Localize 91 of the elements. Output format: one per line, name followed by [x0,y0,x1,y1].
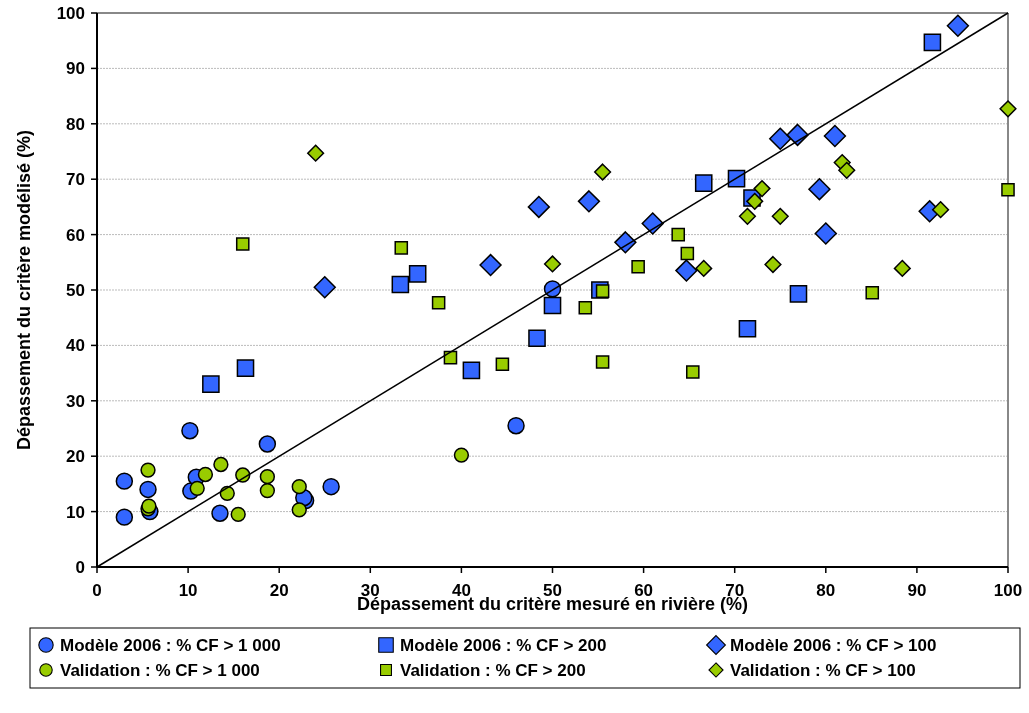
point [431,295,446,310]
point [495,357,510,372]
point [322,477,340,496]
point [307,144,325,162]
point [211,504,229,522]
point [408,265,427,283]
legend-label: Validation : % CF > 100 [730,661,916,680]
y-tick-label: 100 [56,4,85,23]
y-tick-label: 40 [66,336,85,356]
point [313,276,336,299]
point [808,177,831,201]
point [631,259,645,274]
point [115,508,134,526]
x-tick-label: 0 [92,581,102,600]
point [823,124,847,148]
point [189,480,205,496]
legend-label: Modèle 2006 : % CF > 1 000 [60,636,281,655]
legend-label: Modèle 2006 : % CF > 200 [400,636,607,655]
y-tick-label: 50 [66,281,85,300]
point [139,480,157,499]
point [528,329,546,348]
point [543,255,562,273]
point [738,319,757,338]
point [479,253,502,277]
y-axis-title: Dépassement du critère modélisé (%) [14,129,34,451]
point [838,161,856,179]
x-tick-label: 100 [993,581,1023,600]
point [923,33,942,52]
point [946,14,970,37]
point [291,502,307,518]
point [865,285,880,300]
point [738,207,757,225]
legend-label: Validation : % CF > 200 [400,661,586,680]
point [291,479,307,495]
y-tick-label: 80 [66,114,85,134]
point [764,255,782,274]
y-tick-label: 90 [66,59,85,79]
point [671,227,686,242]
point [694,174,713,192]
y-tick-label: 0 [75,558,85,577]
point [932,201,950,219]
point [595,284,610,298]
point [235,237,250,251]
y-tick-label: 70 [66,170,85,190]
point [259,469,276,485]
point [181,422,199,440]
point [789,285,808,303]
point [675,259,698,282]
point [578,300,593,315]
point [507,417,525,435]
x-tick-label: 60 [634,581,654,600]
y-tick-label: 30 [66,391,85,411]
point [236,359,255,377]
x-tick-label: 50 [543,581,562,600]
point [391,275,410,294]
point [753,180,771,198]
point [680,246,695,261]
point [527,195,551,219]
point [686,365,700,379]
x-tick-label: 10 [178,581,198,600]
point [197,466,214,483]
x-tick-label: 90 [907,581,927,600]
point [453,447,470,463]
point [771,207,789,225]
point [115,472,134,490]
x-tick-label: 20 [269,581,289,600]
point [695,259,713,277]
point [893,259,911,277]
x-tick-label: 80 [816,581,836,600]
point [213,456,229,473]
point [999,100,1017,118]
y-tick-label: 10 [66,502,85,522]
point [230,506,246,523]
point [259,482,276,499]
point [786,123,809,147]
point [543,296,562,315]
point [258,435,277,453]
point [595,355,610,369]
legend-label: Modèle 2006 : % CF > 100 [730,636,937,655]
point [769,127,792,150]
point [202,375,220,393]
point [594,163,612,181]
point [394,241,409,255]
y-tick-label: 20 [66,447,85,467]
point [140,462,156,478]
legend-label: Validation : % CF > 1 000 [60,661,260,680]
point [462,361,481,380]
y-tick-label: 60 [66,225,85,245]
point [814,222,837,245]
point [577,190,601,213]
point [1001,182,1015,197]
